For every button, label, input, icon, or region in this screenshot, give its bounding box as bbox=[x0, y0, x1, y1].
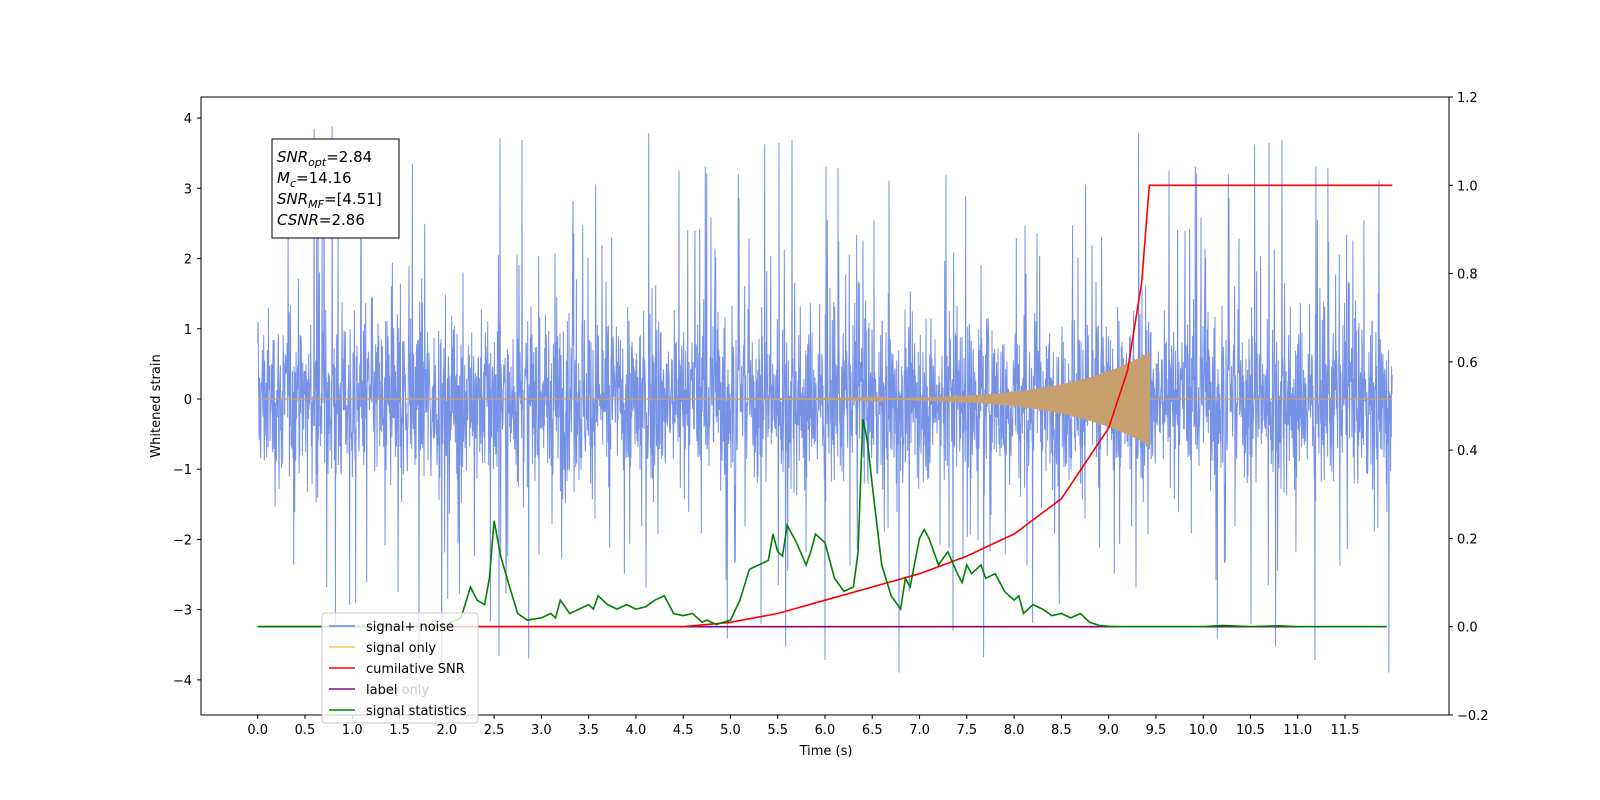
legend: label only signal+ noise signal only cumila… bbox=[321, 612, 479, 724]
y2-tick-label: 0.6 bbox=[1457, 356, 1478, 371]
x-tick-label: 10.5 bbox=[1236, 723, 1265, 738]
x-tick-label: 4.0 bbox=[626, 723, 647, 738]
y2-tick-label: −0.2 bbox=[1457, 709, 1489, 724]
x-tick-label: 10.0 bbox=[1189, 723, 1218, 738]
ticks: 0.0 0.5 1.0 1.5 2.0 2.5 3.0 3.5 4.0 4.5 5.0 5.5 6.0 6… bbox=[173, 91, 1489, 738]
legend-items: label only signal+ noise signal only cumila… bbox=[329, 620, 467, 719]
info-box-frame bbox=[271, 138, 400, 239]
x-tick-label: 6.0 bbox=[815, 723, 836, 738]
y2-tick-label: 1.2 bbox=[1457, 91, 1478, 106]
x-tick-label: 0.0 bbox=[247, 723, 268, 738]
x-tick-label: 4.5 bbox=[673, 723, 694, 738]
x-tick-label: 11.5 bbox=[1331, 723, 1360, 738]
legend-label: signal statistics bbox=[366, 704, 467, 719]
y-tick-label: 4 bbox=[184, 112, 192, 127]
y2-tick-label: 0.2 bbox=[1457, 532, 1478, 547]
x-tick-label: 1.5 bbox=[389, 723, 410, 738]
info-line: Mc=14.16 bbox=[277, 169, 352, 190]
info-line: SNRMF=[4.51] bbox=[277, 190, 382, 211]
y2-tick-label: 0.4 bbox=[1457, 444, 1478, 459]
series-signal-statistics bbox=[257, 419, 1387, 628]
x-tick-label: 7.5 bbox=[956, 723, 977, 738]
x-tick-label: 1.0 bbox=[342, 723, 363, 738]
y2-tick-label: 0.0 bbox=[1457, 621, 1478, 636]
y-tick-label: −3 bbox=[173, 604, 192, 619]
x-tick-label: 2.5 bbox=[484, 723, 505, 738]
x-tick-label: 11.0 bbox=[1283, 723, 1312, 738]
x-tick-label: 5.5 bbox=[767, 723, 788, 738]
y2-tick-label: 1.0 bbox=[1457, 179, 1478, 194]
y-axis-label: Whitened strain bbox=[149, 354, 164, 457]
series-signal-noise bbox=[257, 126, 1393, 673]
legend-label: signal only bbox=[366, 641, 436, 656]
series-signal-only bbox=[257, 352, 1393, 446]
y-tick-label: 0 bbox=[184, 393, 192, 408]
legend-frame bbox=[321, 612, 479, 724]
legend-label: signal+ noise bbox=[366, 620, 454, 635]
x-tick-label: 8.5 bbox=[1051, 723, 1072, 738]
x-tick-label: 7.0 bbox=[909, 723, 930, 738]
x-tick-label: 9.0 bbox=[1098, 723, 1119, 738]
y-tick-label: 3 bbox=[184, 182, 192, 197]
x-tick-label: 3.0 bbox=[531, 723, 552, 738]
x-tick-label: 5.0 bbox=[720, 723, 741, 738]
y2-tick-label: 0.8 bbox=[1457, 268, 1478, 283]
legend-label: label bbox=[366, 683, 397, 698]
y-tick-label: 1 bbox=[184, 323, 192, 338]
legend-label: cumilative SNR bbox=[366, 662, 465, 677]
x-tick-label: 6.5 bbox=[862, 723, 883, 738]
x-axis-label: Time (s) bbox=[799, 744, 853, 759]
legend-hidden-text: label only bbox=[366, 683, 429, 698]
y-tick-label: 2 bbox=[184, 253, 192, 268]
x-tick-label: 8.0 bbox=[1004, 723, 1025, 738]
y-tick-label: −4 bbox=[173, 674, 192, 689]
series-cumulative-snr bbox=[257, 184, 1393, 628]
y-tick-label: −2 bbox=[173, 533, 192, 548]
x-tick-label: 3.5 bbox=[578, 723, 599, 738]
info-line: CSNR=2.86 bbox=[277, 211, 365, 229]
info-line: SNRopt=2.84 bbox=[277, 148, 372, 169]
x-tick-label: 2.0 bbox=[436, 723, 457, 738]
x-tick-label: 9.5 bbox=[1146, 723, 1167, 738]
x-tick-label: 0.5 bbox=[295, 723, 316, 738]
y-tick-label: −1 bbox=[173, 463, 192, 478]
